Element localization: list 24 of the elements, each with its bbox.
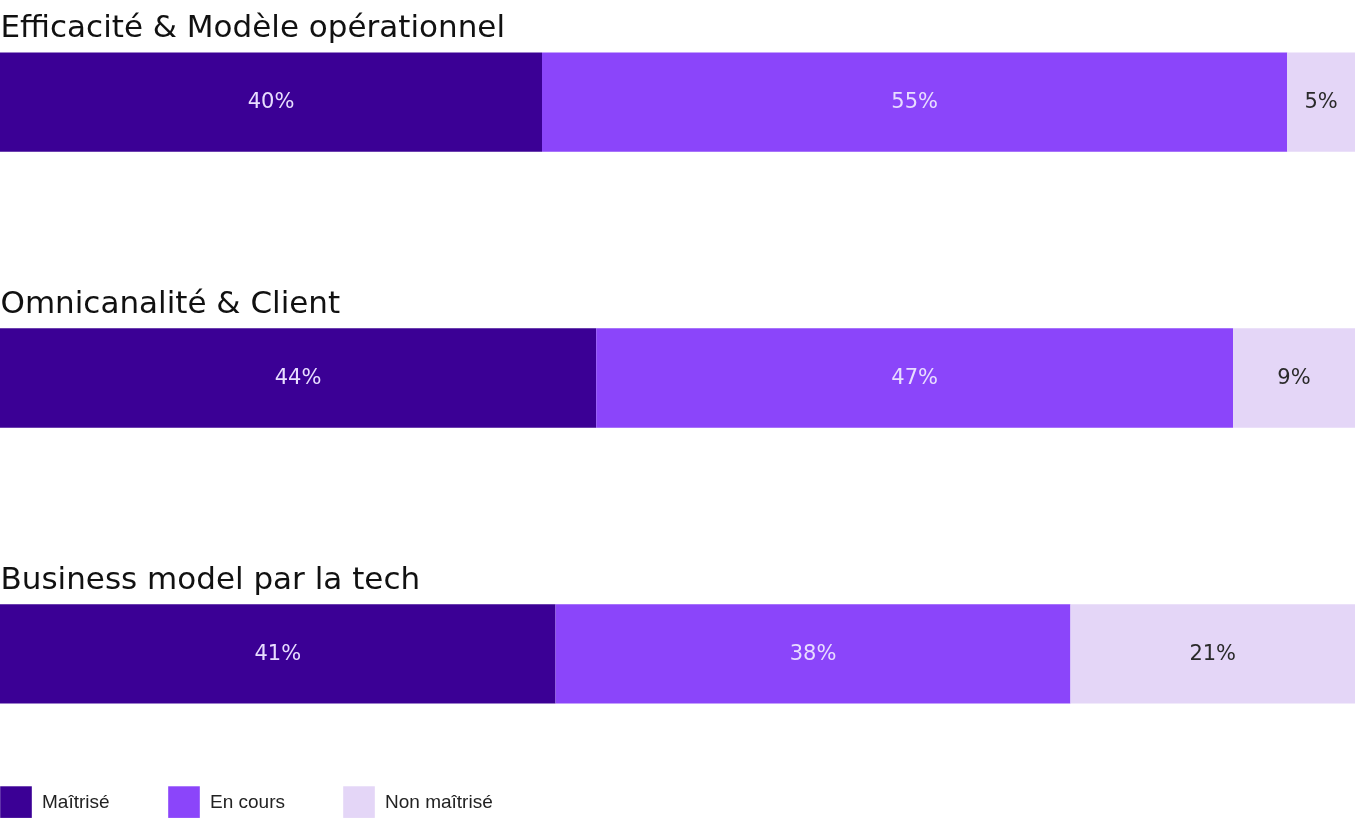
data-label: 41% bbox=[254, 640, 302, 665]
bar bbox=[0, 52, 542, 152]
y-tick-label: Business model par la tech bbox=[0, 559, 421, 596]
data-label: 47% bbox=[891, 365, 938, 389]
bar bbox=[0, 328, 597, 428]
data-label: 44% bbox=[274, 365, 322, 389]
bar bbox=[596, 328, 1234, 428]
y-tick-label: Omnicanalité & Client bbox=[0, 284, 341, 320]
data-label: 55% bbox=[891, 89, 938, 114]
data-label: 40% bbox=[247, 89, 295, 114]
data-label: 9% bbox=[1277, 365, 1311, 389]
legend-label: En cours bbox=[210, 791, 285, 813]
bar bbox=[542, 52, 1288, 152]
legend-label: Non maîtrisé bbox=[385, 791, 493, 813]
bar bbox=[1287, 52, 1355, 152]
data-label: 21% bbox=[1189, 640, 1237, 665]
legend-label: Maîtrisé bbox=[42, 791, 110, 813]
y-tick-label: Efficacité & Modèle opérationnel bbox=[0, 8, 506, 45]
bar bbox=[1070, 604, 1355, 704]
bar bbox=[1233, 328, 1355, 428]
data-label: 38% bbox=[789, 640, 837, 665]
data-label: 5% bbox=[1304, 89, 1338, 114]
bar bbox=[0, 604, 556, 704]
bar bbox=[555, 604, 1071, 704]
